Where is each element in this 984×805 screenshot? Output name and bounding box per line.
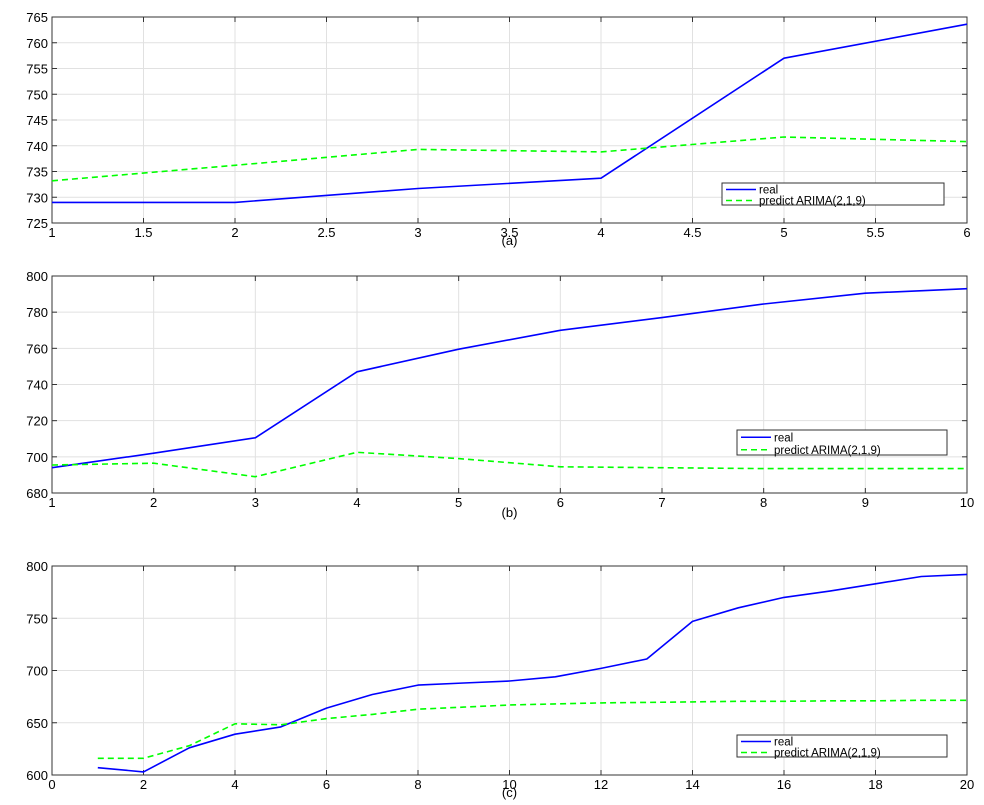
chart-2-xtick-label: 6 xyxy=(323,777,330,792)
chart-0-series-predict-line xyxy=(51,136,968,182)
chart-1-series-real-line xyxy=(51,287,968,469)
chart-2-ytick-label: 600 xyxy=(26,768,48,783)
chart-0-xtick-label: 6 xyxy=(963,225,970,240)
chart-2-xtick-label: 16 xyxy=(777,777,791,792)
chart-0-legend-box xyxy=(721,182,945,206)
chart-2-ytick-label: 750 xyxy=(26,611,48,626)
chart-2-legend-label-real: real xyxy=(774,737,793,749)
chart-0-legend-label-predict: predict ARIMA(2,1,9) xyxy=(759,196,866,208)
chart-2-legend-box xyxy=(736,734,948,758)
chart-2-ytick-label: 650 xyxy=(26,716,48,731)
chart-2-xtick-label: 10 xyxy=(502,777,516,792)
chart-1-xtick-label: 5 xyxy=(455,495,462,510)
chart-0-xtick-label: 3.5 xyxy=(500,225,518,240)
chart-0-xtick-label: 2.5 xyxy=(317,225,335,240)
chart-0-xtick-label: 2 xyxy=(231,225,238,240)
chart-0-ytick-label: 730 xyxy=(26,190,48,205)
chart-0-ytick-label: 740 xyxy=(26,139,48,154)
chart-2-xtick-label: 8 xyxy=(414,777,421,792)
chart-1-xtick-label: 4 xyxy=(353,495,360,510)
chart-0-xtick-label: 3 xyxy=(414,225,421,240)
chart-0-ytick-label: 750 xyxy=(26,87,48,102)
chart-0-xtick-label: 5.5 xyxy=(866,225,884,240)
chart-2-xtick-label: 18 xyxy=(868,777,882,792)
chart-1-ytick-label: 760 xyxy=(26,341,48,356)
chart-0-series-real-line xyxy=(52,23,968,204)
chart-1-xtick-label: 9 xyxy=(862,495,869,510)
chart-0-ytick-label: 760 xyxy=(26,36,48,51)
chart-2-xtick-label: 2 xyxy=(140,777,147,792)
chart-2-legend-label-predict: predict ARIMA(2,1,9) xyxy=(774,748,881,760)
chart-1-ytick-label: 720 xyxy=(26,414,48,429)
chart-1-xtick-label: 10 xyxy=(960,495,974,510)
chart-0: 1 1.5 2 2.5 3 3.5 4 4.5 5 5.5 6 725 730 735 740 745 750 7… xyxy=(26,10,970,248)
chart-2-series-real-line xyxy=(97,573,968,773)
chart-2: 0 2 4 6 8 10 12 14 16 18 20 600 650 700 750 800 realpred… xyxy=(26,559,974,800)
chart-1-caption: (b) xyxy=(502,505,518,520)
chart-0-xtick-label: 1 xyxy=(48,225,55,240)
chart-2-ytick-label: 700 xyxy=(26,664,48,679)
chart-2-xtick-label: 12 xyxy=(594,777,608,792)
chart-2-xtick-label: 14 xyxy=(685,777,699,792)
chart-1-xtick-label: 6 xyxy=(557,495,564,510)
chart-2-xtick-label: 0 xyxy=(48,777,55,792)
chart-1: 1 2 3 4 5 6 7 8 9 10 680 700 720 740 760 780 800 realpred… xyxy=(26,269,974,520)
chart-0-ytick-label: 755 xyxy=(26,62,48,77)
chart-1-ytick-label: 700 xyxy=(26,450,48,465)
chart-1-xtick-label: 8 xyxy=(760,495,767,510)
chart-2-ytick-label: 800 xyxy=(26,559,48,574)
chart-1-legend-box xyxy=(736,429,948,456)
chart-2-series-predict-line xyxy=(97,699,967,760)
chart-0-ytick-label: 725 xyxy=(26,216,48,231)
chart-1-xtick-label: 3 xyxy=(252,495,259,510)
chart-0-caption: (a) xyxy=(502,233,518,248)
chart-1-xtick-label: 2 xyxy=(150,495,157,510)
chart-2-caption: (c) xyxy=(502,785,517,800)
chart-1-legend-label-predict: predict ARIMA(2,1,9) xyxy=(774,445,881,457)
chart-0-xtick-label: 5 xyxy=(780,225,787,240)
chart-0-xtick-label: 4.5 xyxy=(683,225,701,240)
chart-0-legend-label-real: real xyxy=(759,185,778,197)
chart-1-ytick-label: 800 xyxy=(26,269,48,284)
chart-1-ytick-label: 740 xyxy=(26,378,48,393)
chart-1-series-predict-line xyxy=(51,451,967,478)
chart-0-ytick-label: 765 xyxy=(26,10,48,25)
chart-0-xtick-label: 4 xyxy=(597,225,604,240)
chart-0-ytick-label: 735 xyxy=(26,165,48,180)
chart-0-ytick-label: 745 xyxy=(26,113,48,128)
chart-1-xtick-label: 7 xyxy=(658,495,665,510)
chart-1-legend-label-real: real xyxy=(774,432,793,444)
chart-1-ytick-label: 680 xyxy=(26,486,48,501)
chart-1-ytick-label: 780 xyxy=(26,305,48,320)
chart-0-xtick-label: 1.5 xyxy=(134,225,152,240)
chart-1-xtick-label: 1 xyxy=(48,495,55,510)
chart-2-xtick-label: 4 xyxy=(231,777,238,792)
chart-2-xtick-label: 20 xyxy=(960,777,974,792)
